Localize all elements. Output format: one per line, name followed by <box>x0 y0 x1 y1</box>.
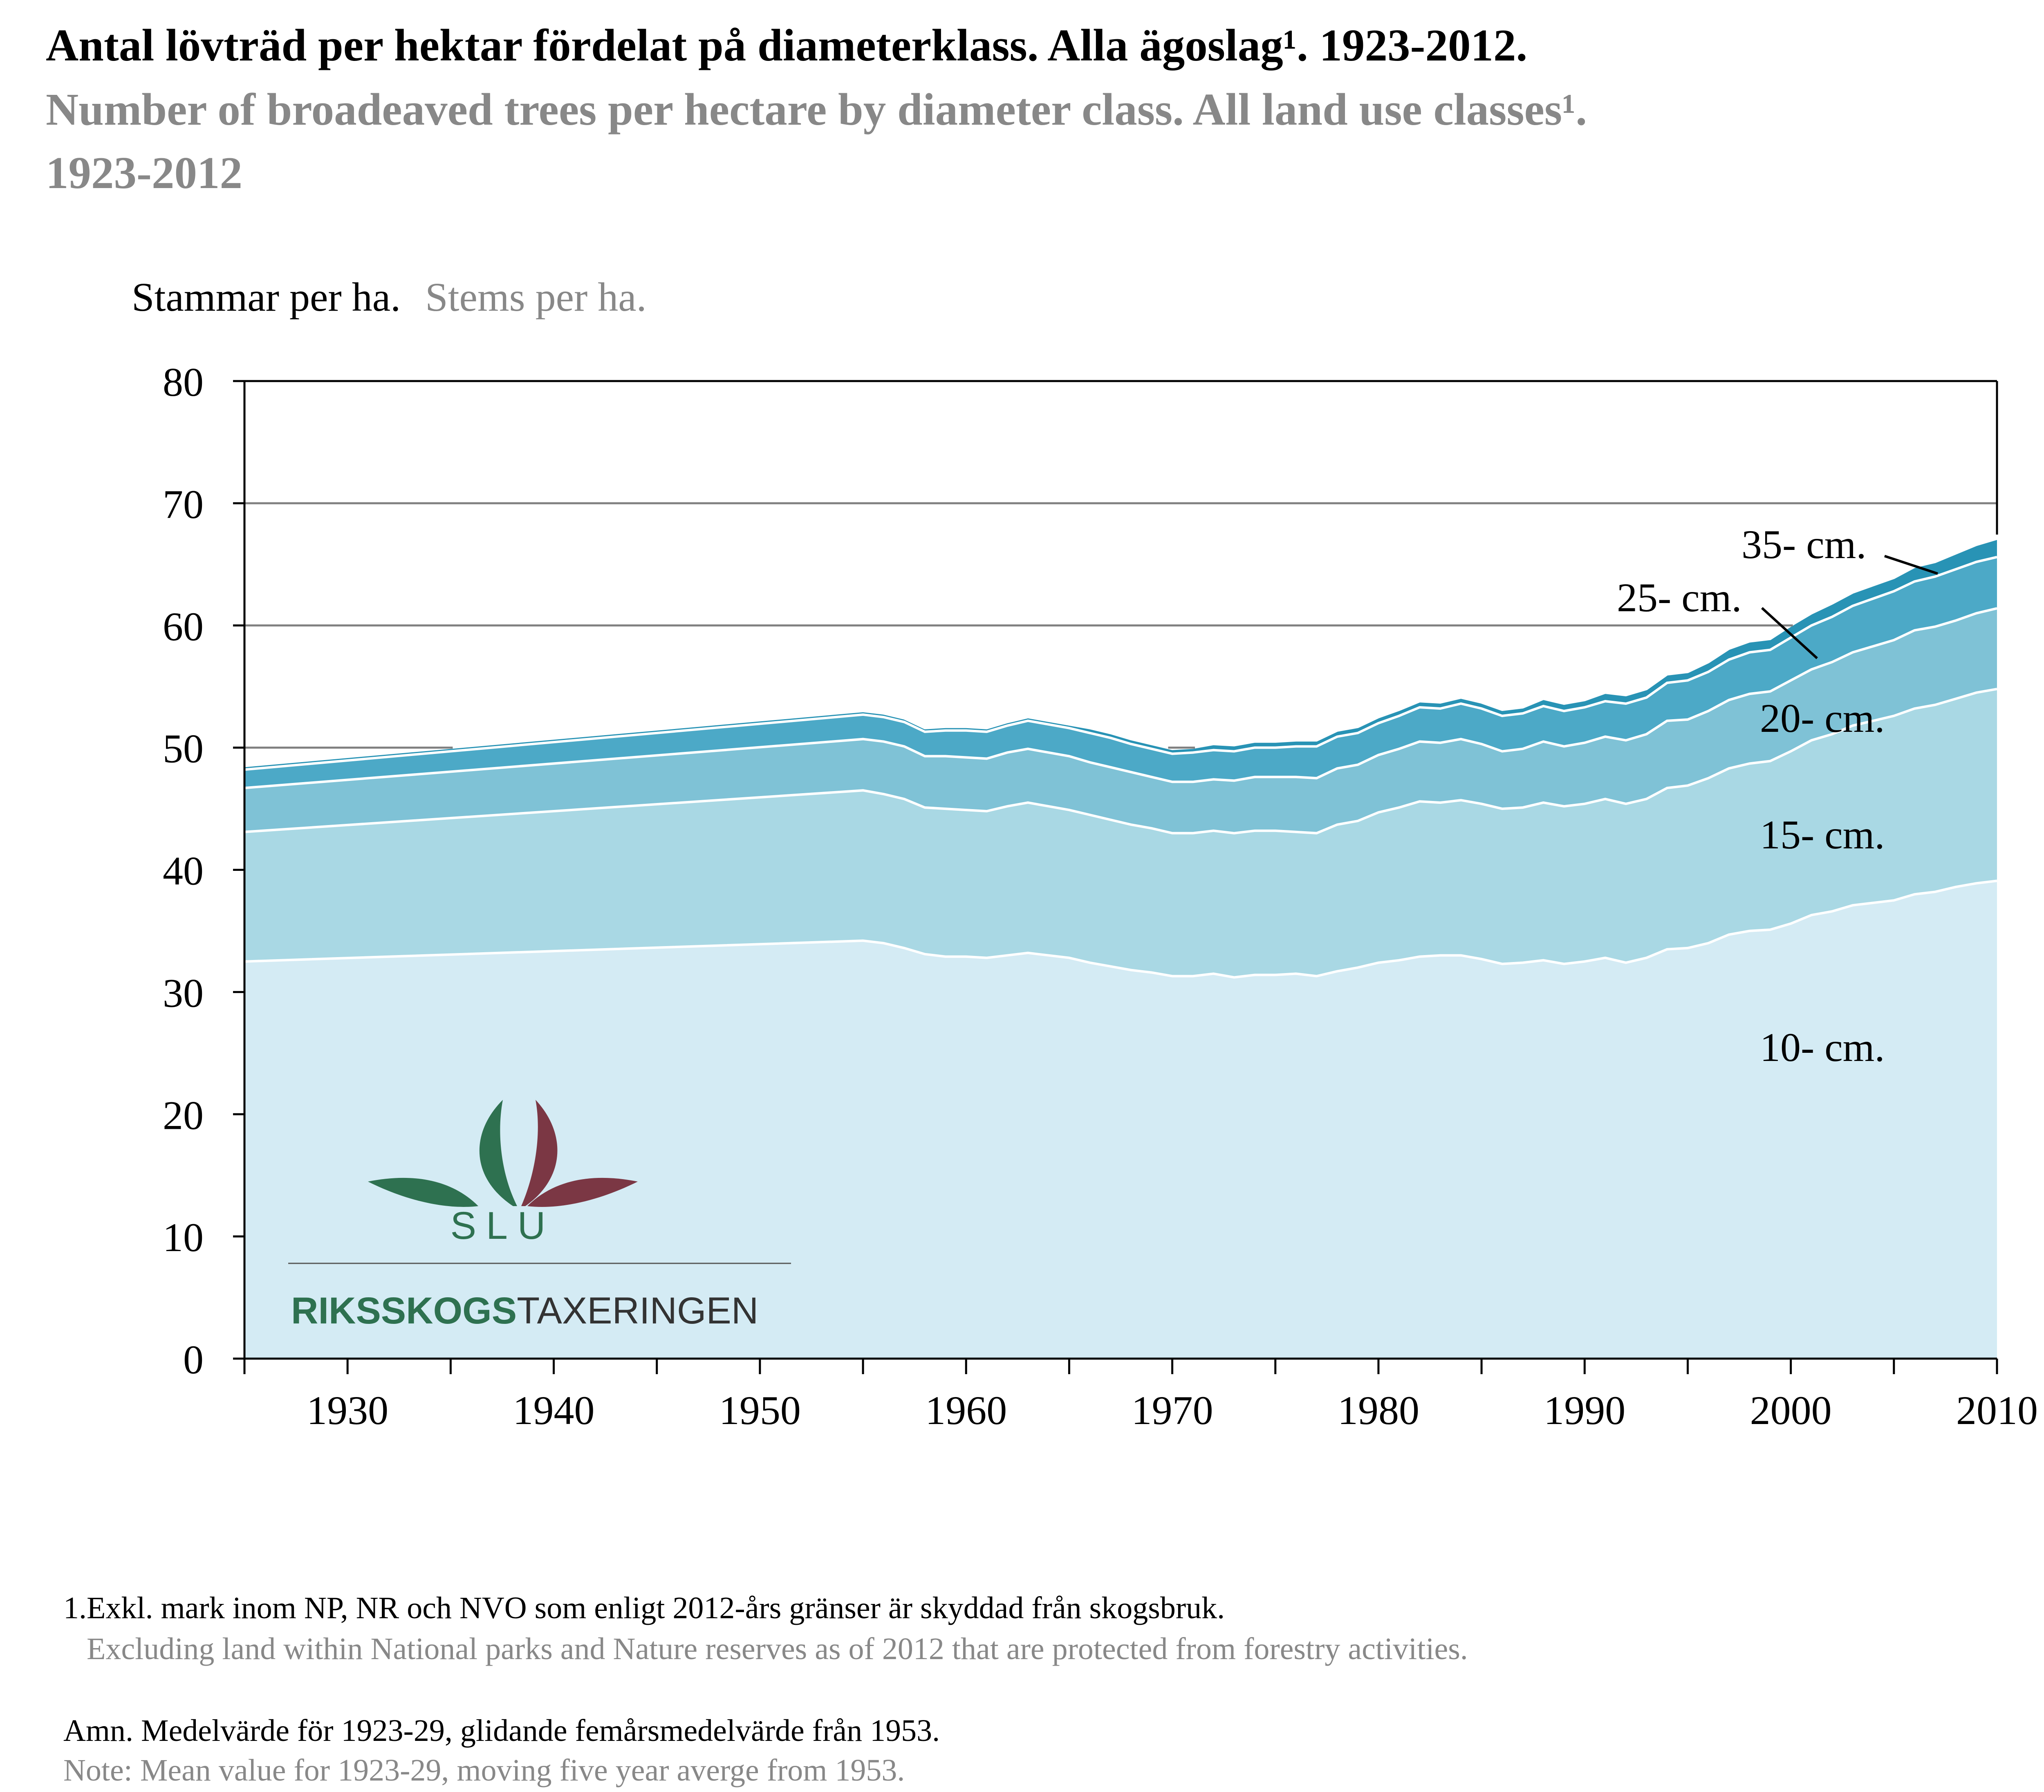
y-tick-label: 30 <box>163 970 204 1016</box>
y-axis-title-en: Stems per ha. <box>425 274 647 320</box>
title-english-line1: Number of broadeaved trees per hectare b… <box>46 85 1587 135</box>
slu-logo: SLU RIKSSKOGSTAXERINGEN <box>288 1100 791 1332</box>
y-tick-label: 50 <box>163 726 204 772</box>
logo-name: RIKSSKOGSTAXERINGEN <box>291 1290 758 1332</box>
y-axis-title-sv: Stammar per ha. <box>132 274 401 320</box>
footnote-2-en: Note: Mean value for 1923-29, moving fiv… <box>63 1753 905 1788</box>
area-series-15cm <box>244 689 1997 978</box>
x-tick-label: 1940 <box>513 1388 595 1433</box>
area-series-group <box>244 537 1997 1359</box>
y-tick-label: 60 <box>163 604 204 649</box>
series-boundary-20cm <box>244 607 1997 789</box>
x-tick-label: 1960 <box>925 1388 1007 1433</box>
y-axis-title: Stammar per ha. Stems per ha. <box>132 274 647 320</box>
series-labels: 10- cm. 15- cm. 20- cm. 25- cm.35- cm. <box>1617 522 1938 1070</box>
title-english-line2: 1923-2012 <box>46 148 242 198</box>
x-tick-label: 1970 <box>1132 1388 1213 1433</box>
series-label-20cm: 20- cm. <box>1760 695 1885 741</box>
footnote-1-sv: 1.Exkl. mark inom NP, NR och NVO som enl… <box>63 1591 1225 1625</box>
x-tick-label: 2000 <box>1750 1388 1832 1433</box>
series-boundary-25cm <box>244 556 1997 771</box>
x-tick-label: 1990 <box>1544 1388 1625 1433</box>
logo-stem-left-icon <box>479 1100 517 1206</box>
logo-stem-right-icon <box>521 1100 558 1206</box>
x-tick-label: 1930 <box>307 1388 388 1433</box>
footnote-2-sv: Amn. Medelvärde för 1923-29, glidande fe… <box>63 1714 940 1748</box>
gridlines <box>244 502 1997 749</box>
y-tick-label: 40 <box>163 848 204 894</box>
area-series-20cm <box>244 608 1997 833</box>
series-label-15cm: 15- cm. <box>1760 812 1885 857</box>
y-tick-label: 20 <box>163 1092 204 1138</box>
series-label-25cm: 25- cm. <box>1617 575 1741 620</box>
leader-line-35cm <box>1884 555 1938 575</box>
x-tick-label: 1950 <box>719 1388 801 1433</box>
x-tick-label: 2010 <box>1956 1388 2038 1433</box>
y-tick-label: 80 <box>163 359 204 405</box>
y-tick-label: 0 <box>183 1337 204 1382</box>
logo-org-text: SLU <box>450 1204 556 1247</box>
title-swedish: Antal lövträd per hektar fördelat på dia… <box>46 20 1527 71</box>
series-label-35cm: 35- cm. <box>1741 522 1866 567</box>
logo-name-light: TAXERINGEN <box>517 1290 758 1332</box>
leader-line-25cm <box>1761 607 1818 659</box>
series-label-10cm: 10- cm. <box>1760 1025 1885 1070</box>
logo-name-bold: RIKSSKOGS <box>291 1290 517 1332</box>
series-boundary-35cm <box>244 537 1997 767</box>
logo-leaf-left-icon <box>368 1177 478 1207</box>
area-series-25cm <box>244 557 1997 788</box>
axes: 0 10 20 30 40 50 60 70 80 1930 1940 1950 1960 1970 198… <box>163 359 2038 1433</box>
area-series-10cm <box>244 881 1997 1359</box>
x-tick-label: 1980 <box>1338 1388 1419 1433</box>
series-boundary-10cm <box>244 879 1997 979</box>
y-tick-label: 70 <box>163 482 204 527</box>
y-tick-label: 10 <box>163 1215 204 1260</box>
footnote-1-en: Excluding land within National parks and… <box>87 1632 1468 1666</box>
logo-leaf-right-icon <box>527 1177 638 1207</box>
series-boundary-15cm <box>244 688 1997 834</box>
